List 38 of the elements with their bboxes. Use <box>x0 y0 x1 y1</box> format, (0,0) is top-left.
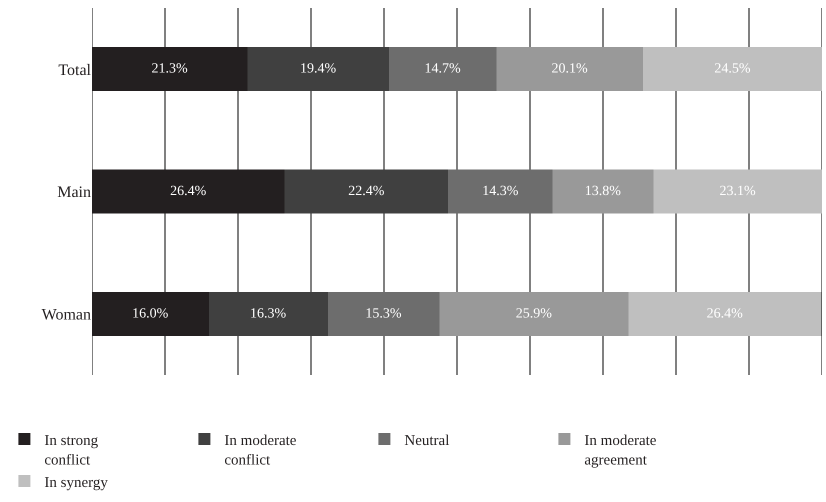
bar <box>496 47 644 92</box>
data-label: 16.3% <box>250 306 287 322</box>
legend-label: In moderate conflict <box>224 432 297 468</box>
legend-label: In synergy <box>44 474 108 491</box>
bar <box>439 292 629 336</box>
data-label: 25.9% <box>516 306 552 322</box>
bar <box>92 169 285 214</box>
data-label: 15.3% <box>365 306 402 322</box>
bar <box>643 47 822 92</box>
bar <box>389 47 496 92</box>
y-tick-label: Main <box>57 184 91 202</box>
data-label: 23.1% <box>719 184 756 199</box>
bar <box>628 292 822 336</box>
bar <box>247 47 390 92</box>
bar <box>92 47 248 92</box>
y-tick-label: Total <box>58 62 92 79</box>
data-label: 26.4% <box>170 184 207 199</box>
data-label: 14.3% <box>482 184 519 199</box>
bar <box>448 169 553 214</box>
legend-label: Neutral <box>404 432 450 449</box>
y-tick-label: Woman <box>42 306 91 324</box>
legend-label: In moderate agreement <box>584 432 657 468</box>
data-label: 19.4% <box>300 62 337 77</box>
data-label: 16.0% <box>132 306 169 322</box>
data-label: 24.5% <box>714 62 751 77</box>
data-label: 21.3% <box>151 62 188 77</box>
bar <box>328 292 440 336</box>
bar <box>284 169 448 214</box>
bar <box>552 169 654 214</box>
data-label: 13.8% <box>584 184 622 199</box>
bar <box>653 169 822 214</box>
bar <box>208 292 328 336</box>
data-label: 14.7% <box>424 62 462 77</box>
data-label: 20.1% <box>552 62 588 77</box>
bar <box>92 292 209 336</box>
data-label: 22.4% <box>348 184 385 199</box>
data-label: 26.4% <box>706 306 744 322</box>
legend-label: In strong conflict <box>44 432 99 468</box>
